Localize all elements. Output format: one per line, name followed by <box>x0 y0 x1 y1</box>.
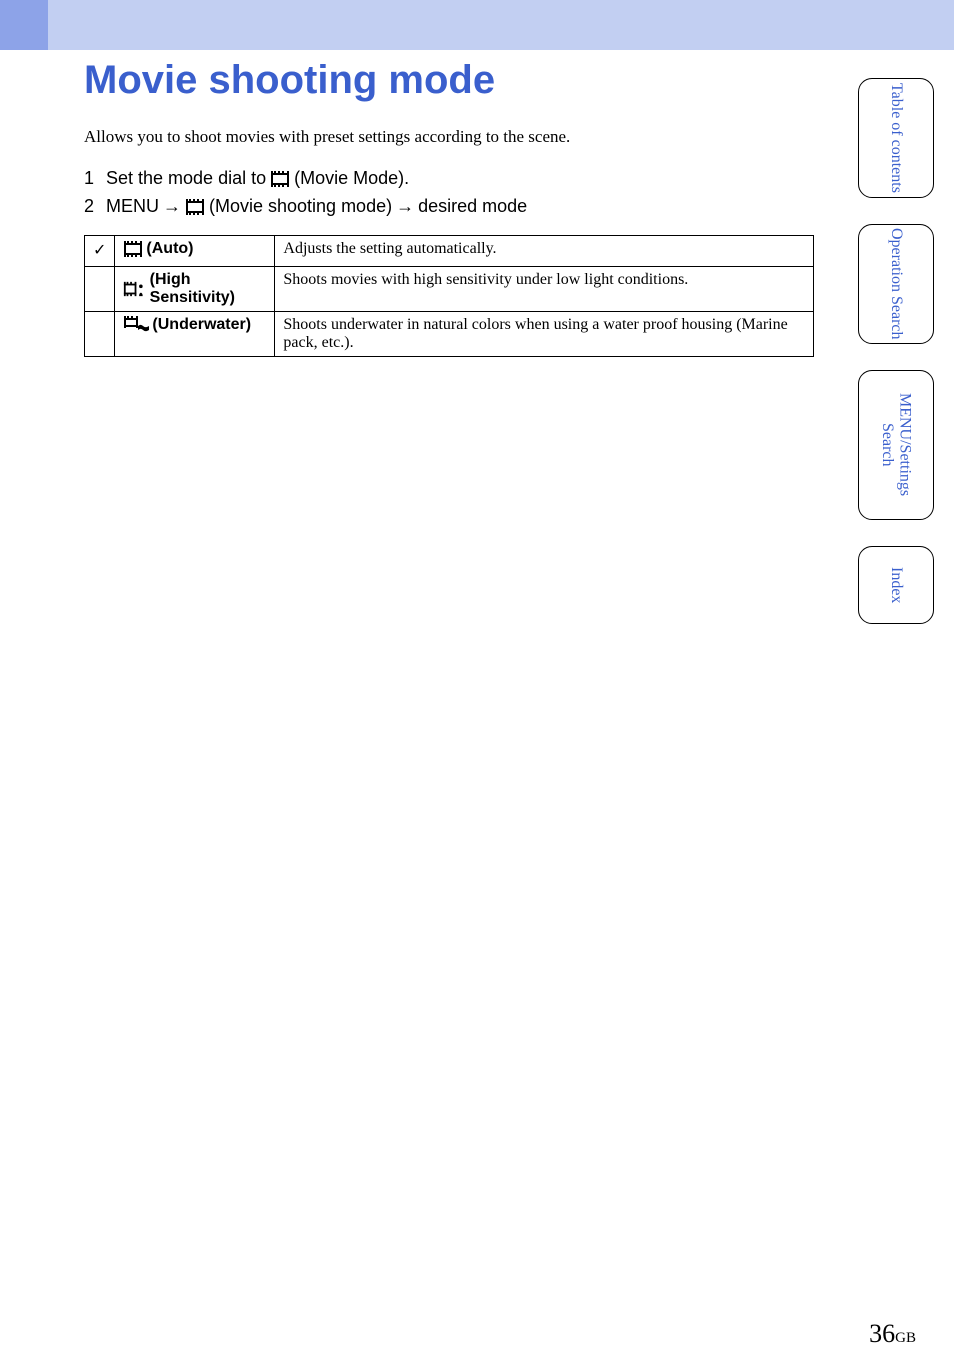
mode-name: (High Sensitivity) <box>150 271 267 307</box>
step-1-text-b: (Movie Mode). <box>294 165 409 193</box>
table-row: ✓ (Auto) Adjusts the setting automatical… <box>85 235 814 266</box>
arrow-icon: → <box>396 193 414 221</box>
movie-mode-icon <box>270 171 290 187</box>
movie-auto-icon <box>123 241 143 257</box>
modes-table: ✓ (Auto) Adjusts the setting automatical… <box>84 235 814 357</box>
step-1-text-a: Set the mode dial to <box>106 165 266 193</box>
page-number: 36GB <box>869 1319 916 1349</box>
tab-label: MENU/Settings Search <box>878 371 913 519</box>
mode-name: (Auto) <box>146 240 193 258</box>
movie-underwater-icon <box>123 316 149 334</box>
header-accent-block <box>0 0 48 50</box>
tab-index[interactable]: Index <box>858 546 934 624</box>
main-content: Movie shooting mode Allows you to shoot … <box>84 50 814 357</box>
mode-name-cell: (Underwater) <box>115 311 275 356</box>
tab-label: Index <box>887 567 905 603</box>
tab-table-of-contents[interactable]: Table of contents <box>858 78 934 198</box>
intro-text: Allows you to shoot movies with preset s… <box>84 127 814 147</box>
tab-operation-search[interactable]: Operation Search <box>858 224 934 344</box>
step-1-number: 1 <box>84 165 98 193</box>
mode-desc: Shoots movies with high sensitivity unde… <box>275 266 814 311</box>
default-check: ✓ <box>85 235 115 266</box>
step-2-text-a: MENU <box>106 193 159 221</box>
tab-label: Table of contents <box>887 83 905 193</box>
page-title: Movie shooting mode <box>84 58 814 103</box>
mode-name-cell: (High Sensitivity) <box>115 266 275 311</box>
tab-label: Operation Search <box>887 228 905 340</box>
steps-block: 1 Set the mode dial to (Movie Mode). 2 M… <box>84 165 814 221</box>
mode-name-cell: (Auto) <box>115 235 275 266</box>
movie-mode-icon <box>185 199 205 215</box>
movie-high-sensitivity-icon <box>123 281 146 297</box>
step-2-text-b: (Movie shooting mode) <box>209 193 392 221</box>
default-check <box>85 266 115 311</box>
arrow-icon: → <box>163 193 181 221</box>
page-number-suffix: GB <box>895 1330 916 1346</box>
page-number-value: 36 <box>869 1319 895 1348</box>
mode-desc: Adjusts the setting automatically. <box>275 235 814 266</box>
step-2: 2 MENU → (Movie shooting mode) → desired… <box>84 193 814 221</box>
header-band <box>0 0 954 50</box>
table-row: (High Sensitivity) Shoots movies with hi… <box>85 266 814 311</box>
step-1: 1 Set the mode dial to (Movie Mode). <box>84 165 814 193</box>
default-check <box>85 311 115 356</box>
side-tabs: Table of contents Operation Search MENU/… <box>858 78 934 624</box>
step-2-text-c: desired mode <box>418 193 527 221</box>
tab-menu-settings-search[interactable]: MENU/Settings Search <box>858 370 934 520</box>
step-2-number: 2 <box>84 193 98 221</box>
table-row: (Underwater) Shoots underwater in natura… <box>85 311 814 356</box>
mode-name: (Underwater) <box>152 316 251 334</box>
mode-desc: Shoots underwater in natural colors when… <box>275 311 814 356</box>
